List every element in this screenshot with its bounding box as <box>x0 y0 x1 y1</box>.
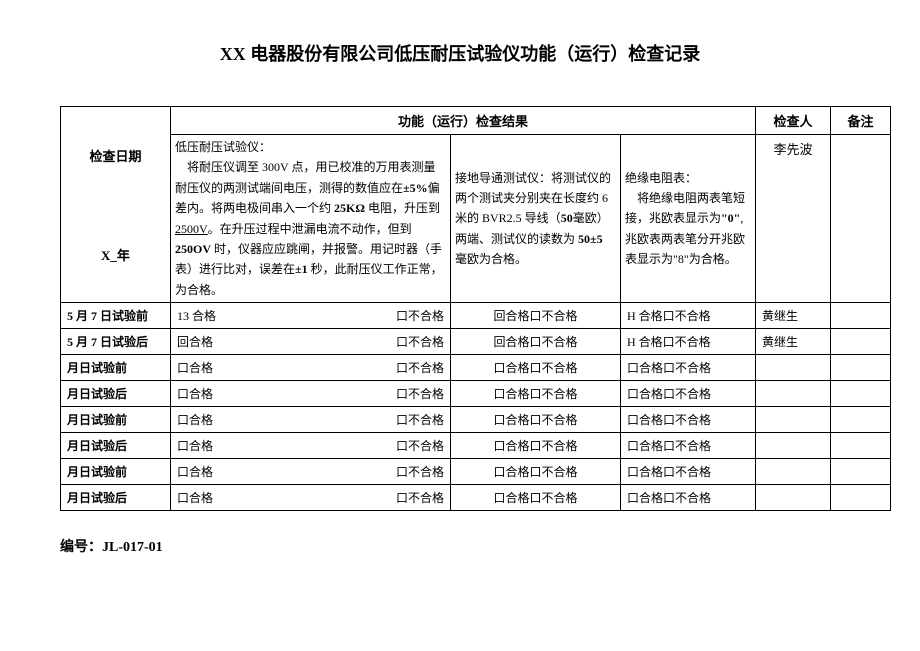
desc-col1: 低压耐压试验仪： 将耐压仪调至 300V 点，用已校准的万用表测量耐压仪的两测试… <box>171 135 451 303</box>
fail-label: 口不合格 <box>396 333 444 350</box>
row-remark <box>831 355 891 381</box>
fail-label: 口不合格 <box>396 307 444 324</box>
row-inspector <box>756 381 831 407</box>
pass-label: 口合格 <box>177 463 213 480</box>
row-result1: 口合格 口不合格 <box>171 485 451 511</box>
row-result1: 口合格 口不合格 <box>171 355 451 381</box>
header-remark: 备注 <box>831 107 891 135</box>
fail-label: 口不合格 <box>396 359 444 376</box>
table-row: 月日试验前口合格口不合格口合格口不合格口合格口不合格 <box>61 407 891 433</box>
desc-col2: 接地导通测试仪：将测试仪的两个测试夹分别夹在长度约 6 米的 BVR2.5 导线… <box>451 135 621 303</box>
row-remark <box>831 381 891 407</box>
row-result3: 口合格口不合格 <box>621 381 756 407</box>
header-result: 功能（运行）检查结果 <box>171 107 756 135</box>
row-result2: 口合格口不合格 <box>451 485 621 511</box>
pass-label: 口合格 <box>177 385 213 402</box>
row-date: 月日试验前 <box>61 355 171 381</box>
row-result3: 口合格口不合格 <box>621 407 756 433</box>
fail-label: 口不合格 <box>396 437 444 454</box>
header-date: 检查日期 X_年 <box>61 107 171 303</box>
row-result3: 口合格口不合格 <box>621 433 756 459</box>
row-result2: 回合格口不合格 <box>451 329 621 355</box>
row-result2: 口合格口不合格 <box>451 381 621 407</box>
row-date: 月日试验后 <box>61 485 171 511</box>
row-date: 月日试验前 <box>61 407 171 433</box>
table-row: 月日试验后口合格口不合格口合格口不合格口合格口不合格 <box>61 485 891 511</box>
row-result2: 口合格口不合格 <box>451 459 621 485</box>
document-footer: 编号：JL-017-01 <box>60 536 860 556</box>
row-remark <box>831 407 891 433</box>
table-row: 5 月 7 日试验前 13 合格 口不合格回合格口不合格H 合格口不合格黄继生 <box>61 303 891 329</box>
row-result2: 回合格口不合格 <box>451 303 621 329</box>
pass-label: 13 合格 <box>177 307 216 324</box>
row-result3: H 合格口不合格 <box>621 303 756 329</box>
header-inspector: 检查人 <box>756 107 831 135</box>
pass-label: 口合格 <box>177 489 213 506</box>
row-inspector: 黄继生 <box>756 329 831 355</box>
row-date: 5 月 7 日试验前 <box>61 303 171 329</box>
row-inspector <box>756 459 831 485</box>
row-date: 月日试验后 <box>61 433 171 459</box>
row-inspector: 黄继生 <box>756 303 831 329</box>
pass-label: 口合格 <box>177 411 213 428</box>
row-result1: 口合格 口不合格 <box>171 459 451 485</box>
inspector-top: 李先波 <box>756 135 831 303</box>
row-result2: 口合格口不合格 <box>451 355 621 381</box>
row-remark <box>831 433 891 459</box>
row-remark <box>831 303 891 329</box>
table-row: 5 月 7 日试验后回合格口不合格回合格口不合格H 合格口不合格黄继生 <box>61 329 891 355</box>
inspection-table: 检查日期 X_年 功能（运行）检查结果 检查人 备注 低压耐压试验仪： 将耐压仪… <box>60 106 891 511</box>
fail-label: 口不合格 <box>396 463 444 480</box>
row-result1: 口合格 口不合格 <box>171 433 451 459</box>
row-result3: 口合格口不合格 <box>621 355 756 381</box>
row-date: 月日试验后 <box>61 381 171 407</box>
pass-label: 口合格 <box>177 437 213 454</box>
fail-label: 口不合格 <box>396 489 444 506</box>
row-result1: 13 合格 口不合格 <box>171 303 451 329</box>
row-result2: 口合格口不合格 <box>451 407 621 433</box>
document-title: XX 电器股份有限公司低压耐压试验仪功能（运行）检查记录 <box>60 40 860 66</box>
table-row: 月日试验前口合格口不合格口合格口不合格口合格口不合格 <box>61 355 891 381</box>
row-result1: 口合格 口不合格 <box>171 407 451 433</box>
row-remark <box>831 485 891 511</box>
fail-label: 口不合格 <box>396 385 444 402</box>
table-row: 月日试验后口合格口不合格口合格口不合格口合格口不合格 <box>61 433 891 459</box>
row-remark <box>831 459 891 485</box>
row-result3: H 合格口不合格 <box>621 329 756 355</box>
row-inspector <box>756 355 831 381</box>
desc-col3: 绝缘电阻表： 将绝缘电阻两表笔短接，兆欧表显示为"0",兆欧表两表笔分开兆欧表显… <box>621 135 756 303</box>
row-result1: 回合格 口不合格 <box>171 329 451 355</box>
table-row: 月日试验后口合格口不合格口合格口不合格口合格口不合格 <box>61 381 891 407</box>
fail-label: 口不合格 <box>396 411 444 428</box>
row-date: 月日试验前 <box>61 459 171 485</box>
remark-top <box>831 135 891 303</box>
row-inspector <box>756 485 831 511</box>
date-label: 检查日期 <box>67 146 164 165</box>
row-result3: 口合格口不合格 <box>621 485 756 511</box>
table-row: 月日试验前口合格口不合格口合格口不合格口合格口不合格 <box>61 459 891 485</box>
row-remark <box>831 329 891 355</box>
row-result2: 口合格口不合格 <box>451 433 621 459</box>
row-result1: 口合格 口不合格 <box>171 381 451 407</box>
row-inspector <box>756 433 831 459</box>
row-date: 5 月 7 日试验后 <box>61 329 171 355</box>
year-label: X_年 <box>67 245 164 264</box>
pass-label: 口合格 <box>177 359 213 376</box>
row-result3: 口合格口不合格 <box>621 459 756 485</box>
pass-label: 回合格 <box>177 333 213 350</box>
row-inspector <box>756 407 831 433</box>
